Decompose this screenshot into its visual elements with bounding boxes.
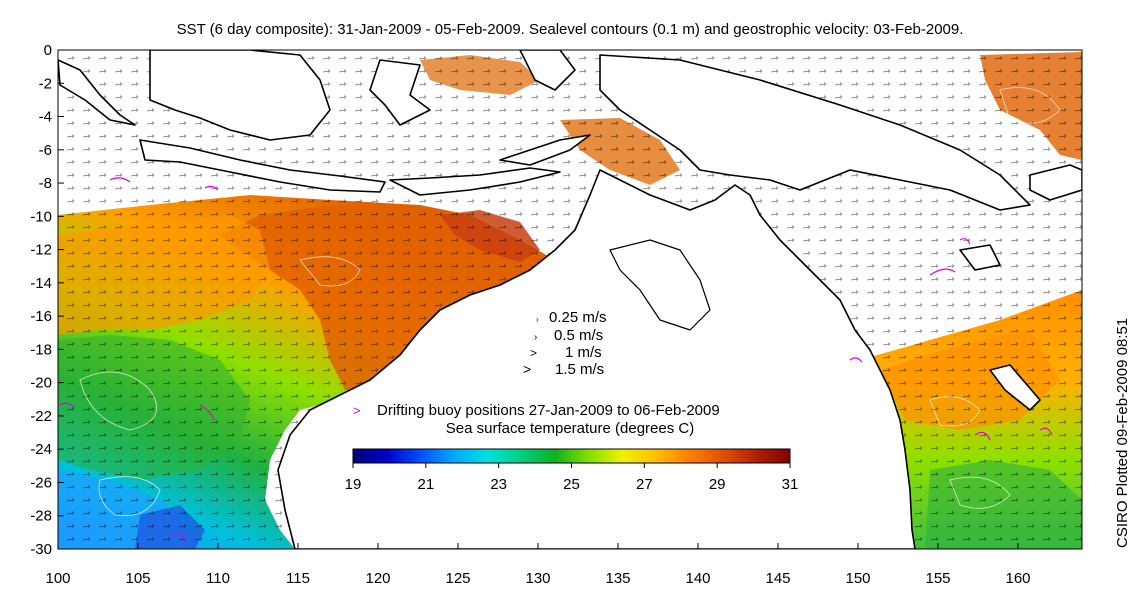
land-new-britain — [1029, 164, 1082, 201]
lon-tick-label: 120 — [365, 570, 390, 587]
lon-tick-label: 100 — [45, 570, 70, 587]
map-frame — [57, 49, 1083, 550]
velocity-key-row: › 0.25 m/s — [536, 309, 607, 326]
lat-tick-label: -20 — [30, 375, 52, 392]
lat-axis: 0 -2 -4 -6 -8 -10 -12 -14 -16 -18 -20 -22 -24 -26 -28 -… — [30, 42, 64, 558]
colorbar-gradient — [352, 448, 791, 464]
buoy-marker-icon: > — [353, 403, 361, 418]
velocity-key-arrow: > — [523, 361, 531, 377]
sealevel-contours — [79, 87, 1061, 517]
colorbar-tick-label: 23 — [490, 476, 507, 493]
lon-tick-label: 145 — [765, 570, 790, 587]
velocity-key-label: 1.5 m/s — [555, 361, 604, 378]
land-lesser-sunda — [389, 167, 561, 196]
figure-title: SST (6 day composite): 31-Jan-2009 - 05-… — [177, 21, 964, 38]
land-sulawesi — [369, 59, 431, 126]
lat-tick-label: -22 — [30, 408, 52, 425]
land-new-caledonia — [989, 364, 1041, 411]
lon-tick-label: 135 — [605, 570, 630, 587]
buoy-legend: > Drifting buoy positions 27-Jan-2009 to… — [353, 402, 720, 419]
land-solomon — [959, 244, 1001, 271]
lon-tick-label: 130 — [525, 570, 550, 587]
lat-tick-label: -2 — [39, 75, 52, 92]
buoy-legend-text: Drifting buoy positions 27-Jan-2009 to 0… — [377, 402, 720, 419]
lat-tick-label: -16 — [30, 308, 52, 325]
colorbar-tick-label: 25 — [563, 476, 580, 493]
lat-tick-label: -4 — [39, 109, 52, 126]
colorbar-tick-label: 29 — [709, 476, 726, 493]
lat-tick-label: -24 — [30, 441, 52, 458]
velocity-key-row: > 1.5 m/s — [523, 361, 604, 378]
lat-tick-label: -10 — [30, 208, 52, 225]
lat-tick-label: -30 — [30, 541, 52, 558]
lon-tick-label: 115 — [286, 570, 310, 587]
map-area — [58, 50, 1082, 549]
lon-tick-label: 110 — [206, 570, 230, 587]
lat-tick-label: -28 — [30, 508, 52, 525]
lon-axis: 100 105 110 115 120 125 130 135 140 145 150 155 160 — [45, 543, 1031, 587]
colorbar-ticks: 19 21 23 25 27 29 31 — [345, 463, 799, 493]
velocity-key-arrow: > — [530, 346, 537, 360]
lat-tick-label: -8 — [39, 175, 52, 192]
velocity-key-label: 0.5 m/s — [554, 327, 603, 344]
plot-credit: CSIRO Plotted 09-Feb-2009 08:51 — [1114, 318, 1131, 548]
colorbar-tick-label: 21 — [417, 476, 434, 493]
lat-tick-label: -14 — [30, 275, 52, 292]
lon-tick-label: 140 — [685, 570, 710, 587]
land-new-guinea — [599, 54, 1031, 211]
lat-tick-label: -12 — [30, 242, 52, 259]
velocity-key-label: 1 m/s — [565, 344, 602, 361]
lon-tick-label: 160 — [1005, 570, 1030, 587]
land-java — [139, 139, 386, 193]
velocity-key-arrow: › — [536, 315, 539, 324]
land-borneo — [149, 50, 331, 141]
lon-tick-label: 155 — [925, 570, 950, 587]
land-sumatra — [58, 59, 136, 126]
lat-tick-label: -26 — [30, 474, 52, 491]
land-timor — [499, 134, 591, 166]
lat-tick-label: 0 — [44, 42, 52, 59]
lat-tick-label: -18 — [30, 341, 52, 358]
velocity-key-arrow: › — [534, 332, 537, 343]
colorbar-tick-label: 27 — [636, 476, 653, 493]
land-gulf-carpentaria — [609, 239, 711, 331]
colorbar-tick-label: 19 — [345, 476, 362, 493]
colorbar-label: Sea surface temperature (degrees C) — [446, 420, 694, 437]
lat-tick-label: -6 — [39, 142, 52, 159]
colorbar-tick-label: 31 — [782, 476, 799, 493]
velocity-key-row: › 0.5 m/s — [534, 327, 603, 344]
lon-tick-label: 150 — [845, 570, 870, 587]
velocity-key-label: 0.25 m/s — [549, 309, 607, 326]
colorbar: Sea surface temperature (degrees C) 19 21… — [345, 420, 799, 493]
buoy-tracks — [59, 177, 1053, 541]
velocity-key: › 0.25 m/s › 0.5 m/s > 1 m/s > 1.5 m/s — [523, 309, 607, 378]
lon-tick-label: 125 — [445, 570, 470, 587]
velocity-key-row: > 1 m/s — [530, 344, 602, 361]
land-philippines — [519, 50, 576, 91]
lon-tick-label: 105 — [125, 570, 150, 587]
